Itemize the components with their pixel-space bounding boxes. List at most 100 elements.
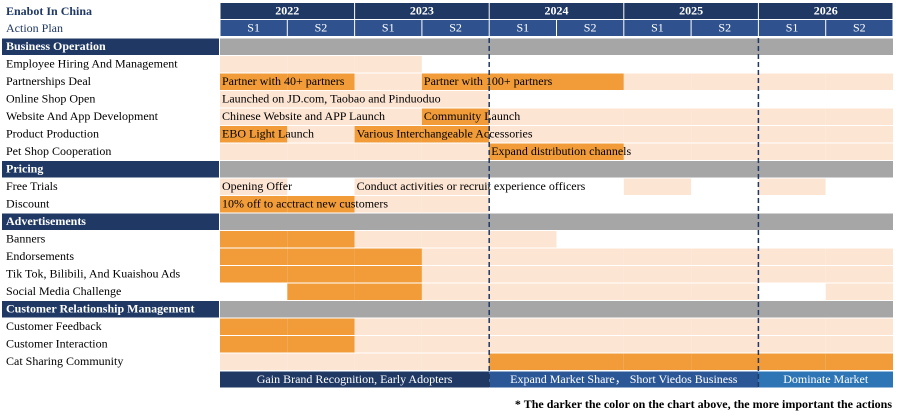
plan-cell xyxy=(287,196,355,213)
plan-cell xyxy=(287,143,355,160)
plan-cell xyxy=(758,336,826,353)
plan-cell xyxy=(758,353,826,370)
year-label: 2026 xyxy=(814,3,838,17)
cell-note: EBO Light Launch xyxy=(222,127,314,141)
plan-cell xyxy=(287,266,355,283)
phase-label: Expand Market Share， Short Viedos Busine… xyxy=(510,372,738,386)
half-cell xyxy=(557,20,624,36)
half-label: S2 xyxy=(584,20,597,34)
plan-cell xyxy=(489,266,557,283)
plan-cell xyxy=(825,196,893,213)
plan-cell xyxy=(354,266,422,283)
plan-cell xyxy=(825,266,893,283)
plan-cell xyxy=(220,266,288,283)
plan-cell xyxy=(623,56,692,73)
plan-cell xyxy=(556,283,624,300)
plan-cell xyxy=(623,178,692,195)
plan-cell xyxy=(691,73,759,90)
plan-cell xyxy=(556,143,624,160)
year-cell xyxy=(220,3,355,19)
plan-cell xyxy=(623,126,692,143)
cell-note: Launched on JD.com, Taobao and Pinduoduo xyxy=(222,92,441,106)
plan-cell xyxy=(758,248,826,265)
plan-cell xyxy=(489,248,557,265)
row-label: Endorsements xyxy=(6,249,74,263)
plan-cell xyxy=(489,353,557,370)
plan-cell xyxy=(220,336,288,353)
plan-cell xyxy=(421,108,490,125)
half-label: S2 xyxy=(718,20,731,34)
plan-cell xyxy=(354,318,422,335)
plan-cell xyxy=(556,231,624,248)
half-label: S1 xyxy=(651,20,664,34)
plan-cell xyxy=(758,283,826,300)
plan-cell xyxy=(758,73,826,90)
plan-cell xyxy=(691,336,759,353)
plan-cell xyxy=(556,353,624,370)
plan-cell xyxy=(220,231,288,248)
cell-note: Conduct activities or recruit experience… xyxy=(357,179,586,193)
plan-cell xyxy=(691,283,759,300)
year-cell xyxy=(624,3,758,19)
plan-cell xyxy=(758,266,826,283)
row-label: Employee Hiring And Management xyxy=(6,57,178,71)
year-label: 2023 xyxy=(410,3,434,17)
row-label: Customer Feedback xyxy=(6,319,102,333)
half-label: S1 xyxy=(382,20,395,34)
year-label: 2022 xyxy=(275,3,299,17)
section-header xyxy=(2,38,219,55)
plan-cell xyxy=(758,108,826,125)
plan-cell xyxy=(623,318,692,335)
plan-cell xyxy=(556,73,624,90)
half-label: S2 xyxy=(449,20,462,34)
title: Enabot In China xyxy=(6,4,92,18)
note: * The darker the color on the chart abov… xyxy=(515,397,892,411)
plan-cell xyxy=(287,283,355,300)
plan-cell xyxy=(354,248,422,265)
plan-cell xyxy=(758,231,826,248)
plan-cell xyxy=(354,283,422,300)
plan-cell xyxy=(287,318,355,335)
plan-cell xyxy=(556,126,624,143)
plan-cell xyxy=(825,108,893,125)
plan-cell xyxy=(623,108,692,125)
plan-cell xyxy=(691,248,759,265)
plan-cell xyxy=(623,283,692,300)
plan-cell xyxy=(421,126,490,143)
plan-cell xyxy=(489,283,557,300)
plan-cell xyxy=(220,283,288,300)
section-label: Customer Relationship Management xyxy=(6,302,194,316)
year-label: 2025 xyxy=(679,3,703,17)
plan-cell xyxy=(421,248,490,265)
year-cell xyxy=(355,3,489,19)
plan-cell xyxy=(691,231,759,248)
plan-cell xyxy=(691,91,759,108)
plan-cell xyxy=(758,178,826,195)
plan-cell xyxy=(691,353,759,370)
cell-note: Various Interchangeable Accessories xyxy=(357,127,533,141)
plan-cell xyxy=(691,178,759,195)
plan-cell xyxy=(421,143,490,160)
year-label: 2024 xyxy=(545,3,569,17)
plan-cell xyxy=(623,353,692,370)
phase-label: Dominate Market xyxy=(783,372,869,386)
plan-cell xyxy=(556,248,624,265)
section-header xyxy=(2,301,219,318)
plan-cell xyxy=(354,91,422,108)
year-cell xyxy=(489,3,624,19)
plan-cell xyxy=(691,143,759,160)
plan-cell xyxy=(421,353,490,370)
plan-cell xyxy=(287,178,355,195)
row-label: Pet Shop Cooperation xyxy=(6,144,111,158)
plan-cell xyxy=(556,266,624,283)
plan-cell xyxy=(220,318,288,335)
plan-cell xyxy=(489,318,557,335)
half-cell xyxy=(422,20,489,36)
plan-cell xyxy=(220,108,288,125)
plan-cell xyxy=(354,56,422,73)
plan-cell xyxy=(691,56,759,73)
plan-cell xyxy=(758,91,826,108)
plan-cell xyxy=(354,336,422,353)
half-cell xyxy=(758,20,826,36)
plan-cell xyxy=(287,353,355,370)
